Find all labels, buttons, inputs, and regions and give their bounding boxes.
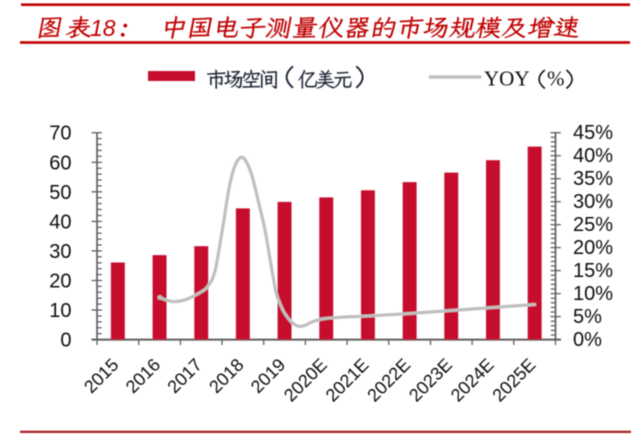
svg-text:70: 70 [49,123,71,145]
svg-text:50: 50 [49,182,71,204]
svg-text:20: 20 [49,271,71,293]
svg-text:10: 10 [49,300,71,322]
svg-text:40: 40 [49,211,71,233]
svg-text:%: % [547,67,565,91]
svg-text:18: 18 [90,15,116,41]
svg-text:15%: 15% [573,260,613,282]
svg-text:0: 0 [60,330,71,352]
svg-text:20%: 20% [573,237,613,259]
svg-text:30: 30 [49,241,71,263]
svg-text:60: 60 [49,152,71,174]
svg-text:25%: 25% [573,214,613,236]
svg-text:30%: 30% [573,191,613,213]
svg-text:10%: 10% [573,283,613,305]
svg-text:YOY: YOY [484,67,530,91]
svg-text:40%: 40% [573,145,613,167]
svg-text:5%: 5% [573,306,602,328]
svg-text:0%: 0% [573,329,602,351]
svg-text:35%: 35% [573,168,613,190]
svg-text:45%: 45% [573,122,613,144]
